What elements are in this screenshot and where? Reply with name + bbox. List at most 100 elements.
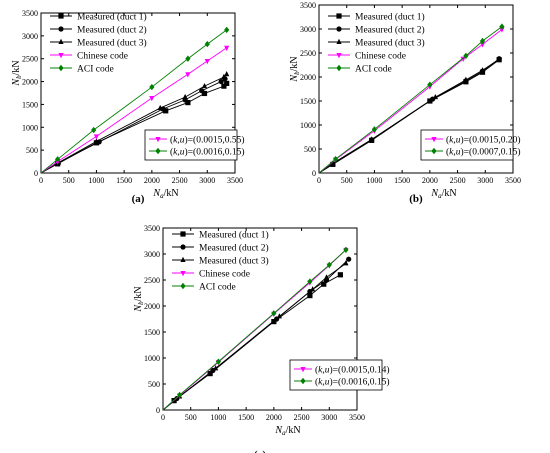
- parameter-box: [289, 359, 383, 391]
- data-point: [182, 93, 188, 100]
- data-point: [343, 260, 349, 266]
- chart-panel: 0 500 1000 1500 2000 2500 3000 3500 0 500 1000 1500…: [11, 9, 245, 205]
- legend-marker: [58, 38, 64, 44]
- data-point: [463, 76, 469, 82]
- data-point: [207, 371, 213, 377]
- parameter-label: (k,u)=(0.0016,0.15): [170, 147, 245, 158]
- legend-marker: [336, 38, 342, 44]
- parameter-label: (k,u)=(0.0015,0.14): [315, 365, 390, 376]
- x-tick-label: 500: [185, 413, 197, 422]
- legend-label: ACI code: [199, 283, 236, 293]
- data-point: [157, 104, 163, 111]
- legend-label: ACI code: [355, 65, 392, 75]
- x-tick-label: 0: [317, 176, 321, 185]
- y-tick-label: 0: [312, 169, 316, 178]
- data-point: [321, 281, 327, 287]
- data-point: [149, 96, 155, 102]
- legend-marker: [58, 53, 64, 59]
- x-axis-label: Na/kN: [152, 188, 178, 200]
- legend-label: ACI code: [77, 65, 114, 75]
- data-point: [93, 134, 100, 140]
- legend-marker: [58, 26, 64, 32]
- chart-panel: 0 500 1000 1500 2000 2500 3000 3500 0 500 1000 1500…: [133, 224, 390, 453]
- parameter-label: (k,u)=(0.0015,0.20): [446, 135, 521, 146]
- x-tick-label: 0: [39, 176, 43, 185]
- data-point: [323, 274, 330, 280]
- data-point: [369, 136, 375, 142]
- legend-marker: [180, 271, 186, 277]
- data-point: [307, 293, 313, 299]
- parameter-marker: [155, 147, 161, 155]
- data-point: [163, 108, 169, 114]
- plot-frame: [40, 12, 236, 174]
- y-tick-label: 1000: [300, 121, 316, 130]
- x-tick-label: 500: [63, 176, 75, 185]
- y-tick-label: 3500: [22, 9, 38, 18]
- data-point: [224, 71, 230, 77]
- x-tick-label: 1000: [366, 176, 382, 185]
- legend-marker: [336, 26, 342, 32]
- legend-label: Measured (duct 2): [199, 243, 269, 254]
- data-point: [427, 81, 433, 88]
- x-tick-label: 1000: [210, 413, 226, 422]
- y-tick-label: 3000: [22, 32, 38, 41]
- data-point: [224, 45, 230, 51]
- data-point: [185, 55, 191, 62]
- legend-label: Measured (duct 3): [199, 256, 269, 267]
- x-tick-label: 2000: [422, 176, 438, 185]
- y-tick-label: 3000: [300, 25, 316, 34]
- y-tick-label: 500: [304, 145, 316, 154]
- y-tick-label: 0: [34, 169, 38, 178]
- data-point: [463, 52, 469, 60]
- data-point: [55, 156, 61, 163]
- legend-label: Measured (duct 3): [355, 38, 425, 49]
- data-point: [371, 126, 378, 133]
- data-point: [271, 310, 277, 317]
- parameter-marker: [155, 137, 161, 143]
- data-point: [499, 27, 505, 33]
- data-point: [185, 72, 191, 78]
- data-point: [201, 82, 208, 89]
- legend-label: Measured (duct 3): [77, 38, 147, 49]
- legend-label: Measured (duct 1): [199, 230, 269, 241]
- x-tick-label: 2000: [144, 176, 160, 185]
- parameter-box: [144, 129, 238, 161]
- legend-marker: [58, 64, 64, 72]
- x-axis-label: Na/kN: [274, 425, 300, 437]
- data-point: [330, 160, 336, 166]
- legend-label: Measured (duct 2): [355, 25, 425, 36]
- data-point: [149, 83, 155, 91]
- y-tick-label: 500: [26, 146, 38, 155]
- panel-caption: (b): [409, 193, 423, 205]
- data-point: [310, 286, 316, 292]
- x-tick-label: 1500: [394, 176, 410, 185]
- x-tick-label: 2500: [294, 413, 310, 422]
- data-point: [204, 59, 210, 65]
- legend-marker: [180, 256, 186, 262]
- y-tick-label: 0: [156, 406, 160, 415]
- data-point: [479, 37, 486, 45]
- y-tick-label: 2000: [300, 73, 316, 82]
- x-tick-label: 1500: [116, 176, 132, 185]
- x-tick-label: 1000: [88, 176, 104, 185]
- y-tick-label: 3500: [300, 1, 316, 10]
- y-tick-label: 1000: [144, 354, 160, 363]
- parameter-marker: [431, 137, 437, 143]
- x-tick-label: 3000: [199, 176, 215, 185]
- data-point: [479, 42, 486, 48]
- x-tick-label: 0: [161, 413, 165, 422]
- y-axis-label: Nb/kN: [133, 286, 145, 312]
- data-point: [201, 90, 208, 97]
- x-tick-label: 2000: [266, 413, 282, 422]
- data-point: [326, 261, 332, 269]
- parameter-marker: [300, 377, 306, 385]
- data-point: [199, 88, 205, 94]
- legend-marker: [180, 244, 186, 250]
- y-axis-label: Nb/kN: [289, 56, 301, 82]
- data-point: [460, 56, 466, 62]
- y-tick-label: 2500: [300, 49, 316, 58]
- y-tick-label: 2000: [22, 78, 38, 87]
- data-point: [224, 26, 230, 34]
- plot-frame: [162, 227, 358, 411]
